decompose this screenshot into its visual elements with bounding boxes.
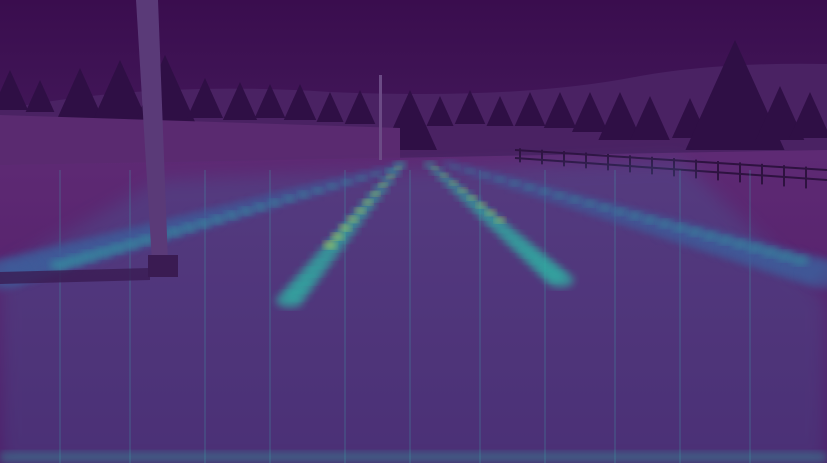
heat-band-left-inner <box>276 161 406 308</box>
tree-line <box>0 40 827 150</box>
heat-band-left-outer <box>0 163 403 290</box>
distant-pole <box>379 75 382 160</box>
heat-band-right-outer <box>442 160 827 290</box>
lamp-pole <box>0 0 178 284</box>
ground <box>0 115 400 168</box>
bottom-glow <box>0 452 827 463</box>
road-glow <box>0 160 827 463</box>
heat-band-right-inner <box>424 161 574 288</box>
